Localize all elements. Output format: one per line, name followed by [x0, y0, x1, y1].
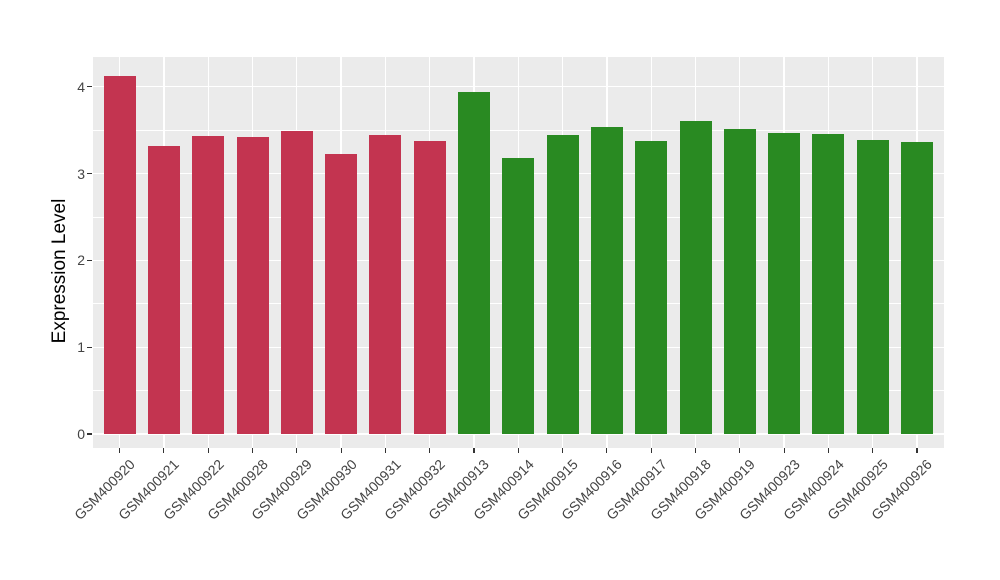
- bar: [768, 132, 801, 434]
- x-tick-mark: [827, 448, 829, 453]
- bar: [325, 153, 358, 434]
- bar: [413, 140, 446, 434]
- x-tick-mark: [473, 448, 475, 453]
- bar: [458, 92, 490, 434]
- x-tick-mark: [562, 448, 564, 453]
- x-tick-mark: [783, 448, 785, 453]
- bar: [856, 139, 889, 434]
- bar: [280, 131, 313, 434]
- x-tick-mark: [163, 448, 165, 453]
- x-tick-mark: [340, 448, 342, 453]
- bar: [679, 120, 712, 434]
- bar: [236, 137, 269, 434]
- x-tick-mark: [119, 448, 121, 453]
- x-tick-mark: [650, 448, 652, 453]
- x-tick-mark: [384, 448, 386, 453]
- y-tick-label: 2: [77, 252, 85, 269]
- bar: [369, 135, 402, 434]
- y-tick-label: 0: [77, 426, 85, 442]
- bar: [635, 140, 668, 434]
- bar: [192, 136, 225, 434]
- y-tick-mark: [87, 173, 92, 175]
- y-tick-label: 3: [77, 165, 85, 182]
- x-tick-mark: [296, 448, 298, 453]
- x-tick-mark: [739, 448, 741, 453]
- bar: [546, 134, 579, 434]
- bar: [590, 126, 623, 434]
- x-tick-mark: [429, 448, 431, 453]
- x-tick-mark: [251, 448, 254, 453]
- x-tick-mark: [207, 448, 209, 453]
- x-tick-mark: [916, 448, 918, 453]
- x-tick-mark: [694, 448, 697, 453]
- y-tick-label: 4: [77, 78, 85, 95]
- x-tick-mark: [517, 448, 519, 453]
- x-tick-mark: [606, 448, 608, 453]
- y-tick-mark: [87, 86, 92, 88]
- y-tick-mark: [87, 433, 92, 435]
- y-tick-mark: [87, 346, 92, 348]
- y-tick-label: 1: [77, 339, 85, 356]
- bar: [103, 75, 136, 434]
- y-tick-mark: [87, 259, 92, 261]
- x-tick-mark: [872, 448, 874, 453]
- bar: [147, 145, 180, 434]
- bar: [812, 133, 845, 434]
- bar: [502, 158, 535, 434]
- bar: [723, 128, 756, 434]
- plot-panel: [93, 57, 944, 448]
- bar: [901, 141, 933, 434]
